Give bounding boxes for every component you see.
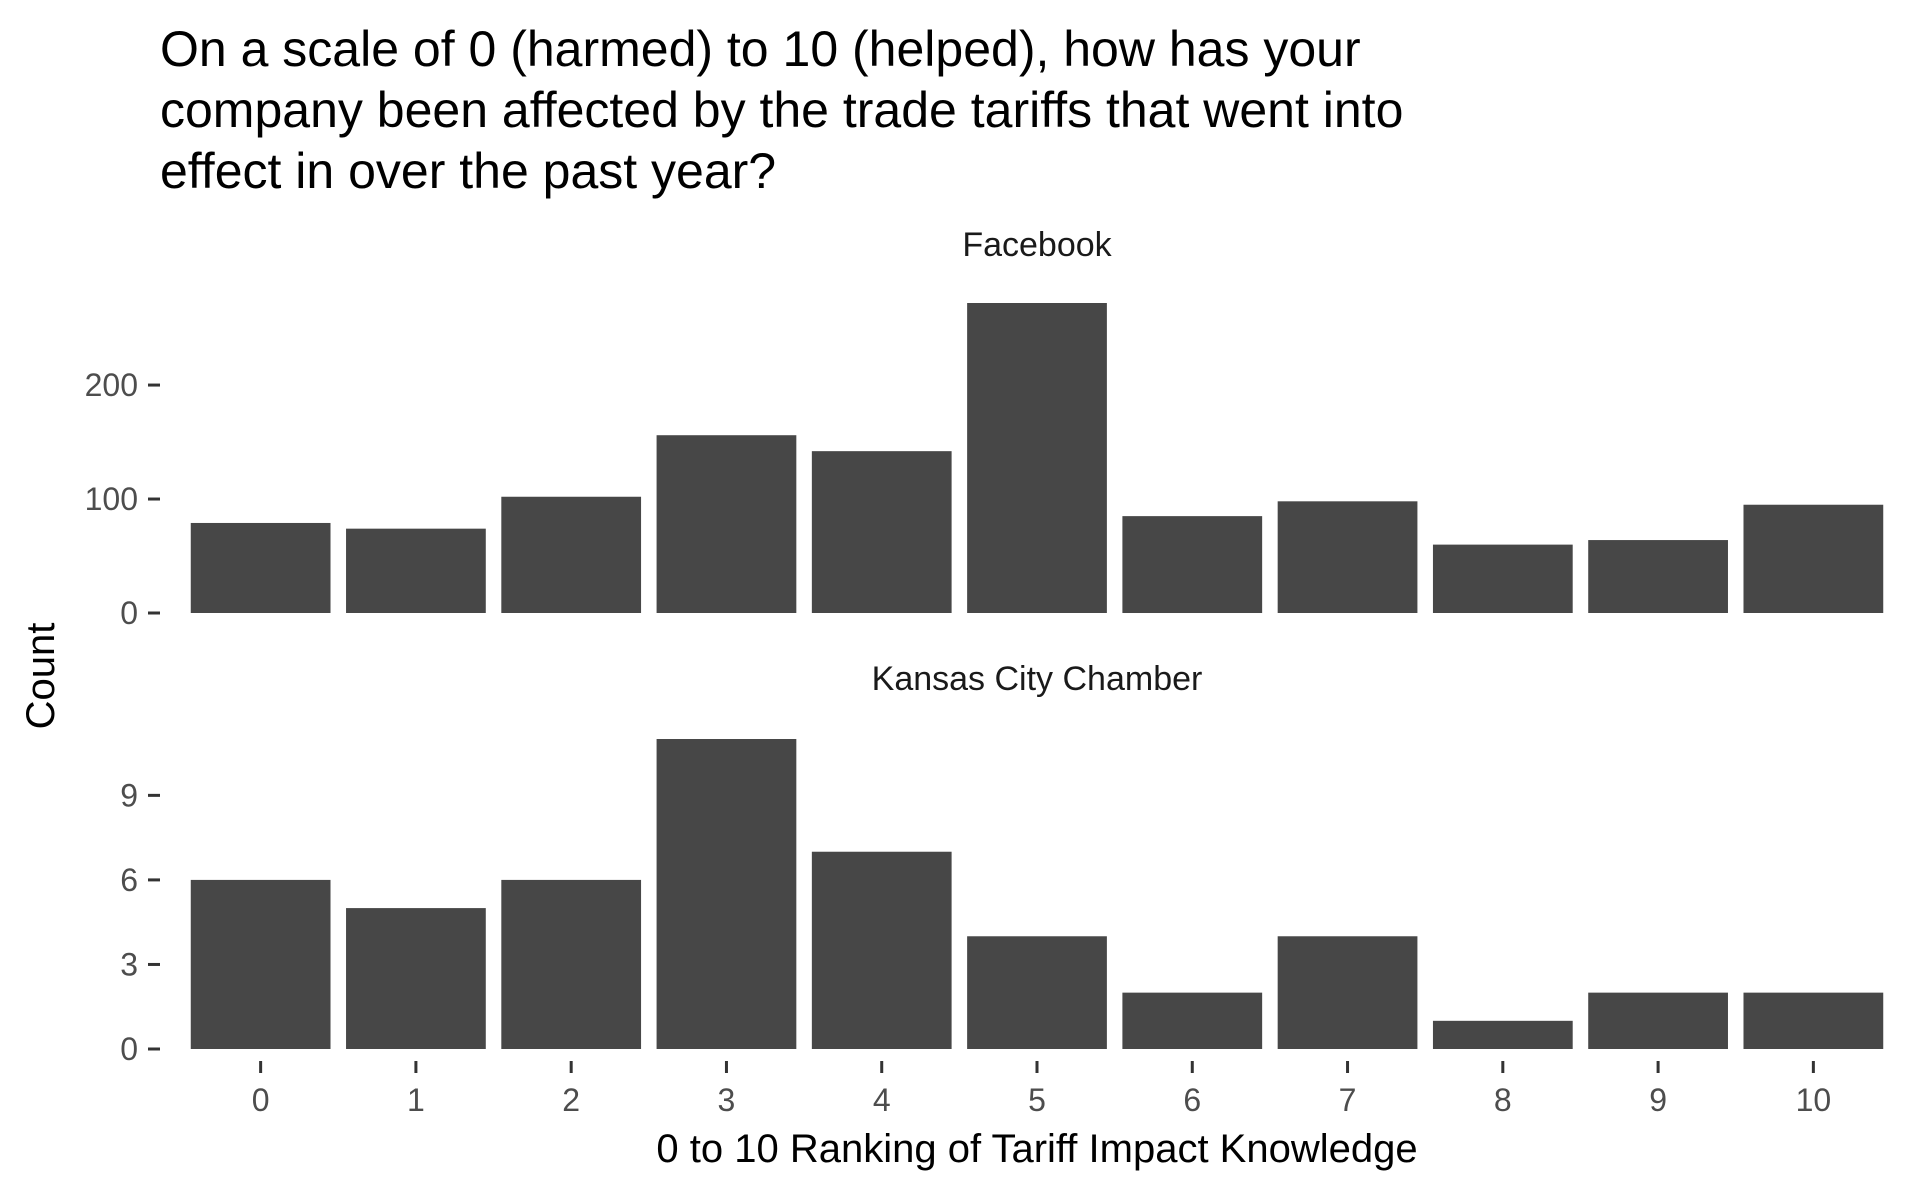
bar	[501, 496, 642, 613]
y-axis-title: Count	[19, 623, 63, 730]
bar	[346, 908, 486, 1049]
x-tick-label: 9	[1649, 1082, 1667, 1118]
chart-title-line-3: effect in over the past year?	[160, 143, 777, 199]
bar	[190, 522, 331, 613]
bar	[1122, 992, 1263, 1049]
bar	[1588, 540, 1728, 613]
bar	[501, 879, 642, 1049]
y-tick-label: 0	[120, 1031, 138, 1067]
x-tick-label: 1	[407, 1082, 425, 1118]
bar	[1432, 1020, 1573, 1049]
chart-title-line-1: On a scale of 0 (harmed) to 10 (helped),…	[160, 21, 1361, 77]
y-tick-label: 9	[120, 777, 138, 813]
bar	[1277, 936, 1418, 1049]
facet-label: Facebook	[962, 226, 1112, 264]
x-tick-label: 7	[1339, 1082, 1357, 1118]
y-tick-label: 0	[120, 595, 138, 631]
chart-title-line-2: company been affected by the trade tarif…	[160, 82, 1404, 138]
facet-label: Kansas City Chamber	[872, 660, 1203, 698]
bar	[656, 739, 797, 1049]
y-tick-label: 100	[85, 481, 138, 517]
bar	[1432, 544, 1573, 613]
bar	[1743, 992, 1884, 1049]
bar	[967, 303, 1107, 613]
x-tick-label: 3	[718, 1082, 736, 1118]
bar	[811, 451, 952, 613]
bar	[811, 851, 952, 1049]
y-tick-label: 6	[120, 862, 138, 898]
bar	[967, 936, 1107, 1049]
y-tick-label: 200	[85, 367, 138, 403]
x-tick-label: 4	[873, 1082, 891, 1118]
bar	[190, 879, 331, 1049]
x-tick-label: 0	[252, 1082, 270, 1118]
bar	[1588, 992, 1728, 1049]
bar	[346, 528, 486, 613]
x-tick-label: 6	[1183, 1082, 1201, 1118]
bar	[1277, 501, 1418, 613]
x-tick-label: 5	[1028, 1082, 1046, 1118]
y-tick-label: 3	[120, 946, 138, 982]
bar	[1122, 516, 1263, 614]
x-axis-title: 0 to 10 Ranking of Tariff Impact Knowled…	[656, 1127, 1417, 1171]
x-tick-label: 10	[1796, 1082, 1832, 1118]
x-tick-label: 8	[1494, 1082, 1512, 1118]
x-tick-label: 2	[562, 1082, 580, 1118]
bar	[1743, 504, 1884, 613]
bar	[656, 435, 797, 613]
